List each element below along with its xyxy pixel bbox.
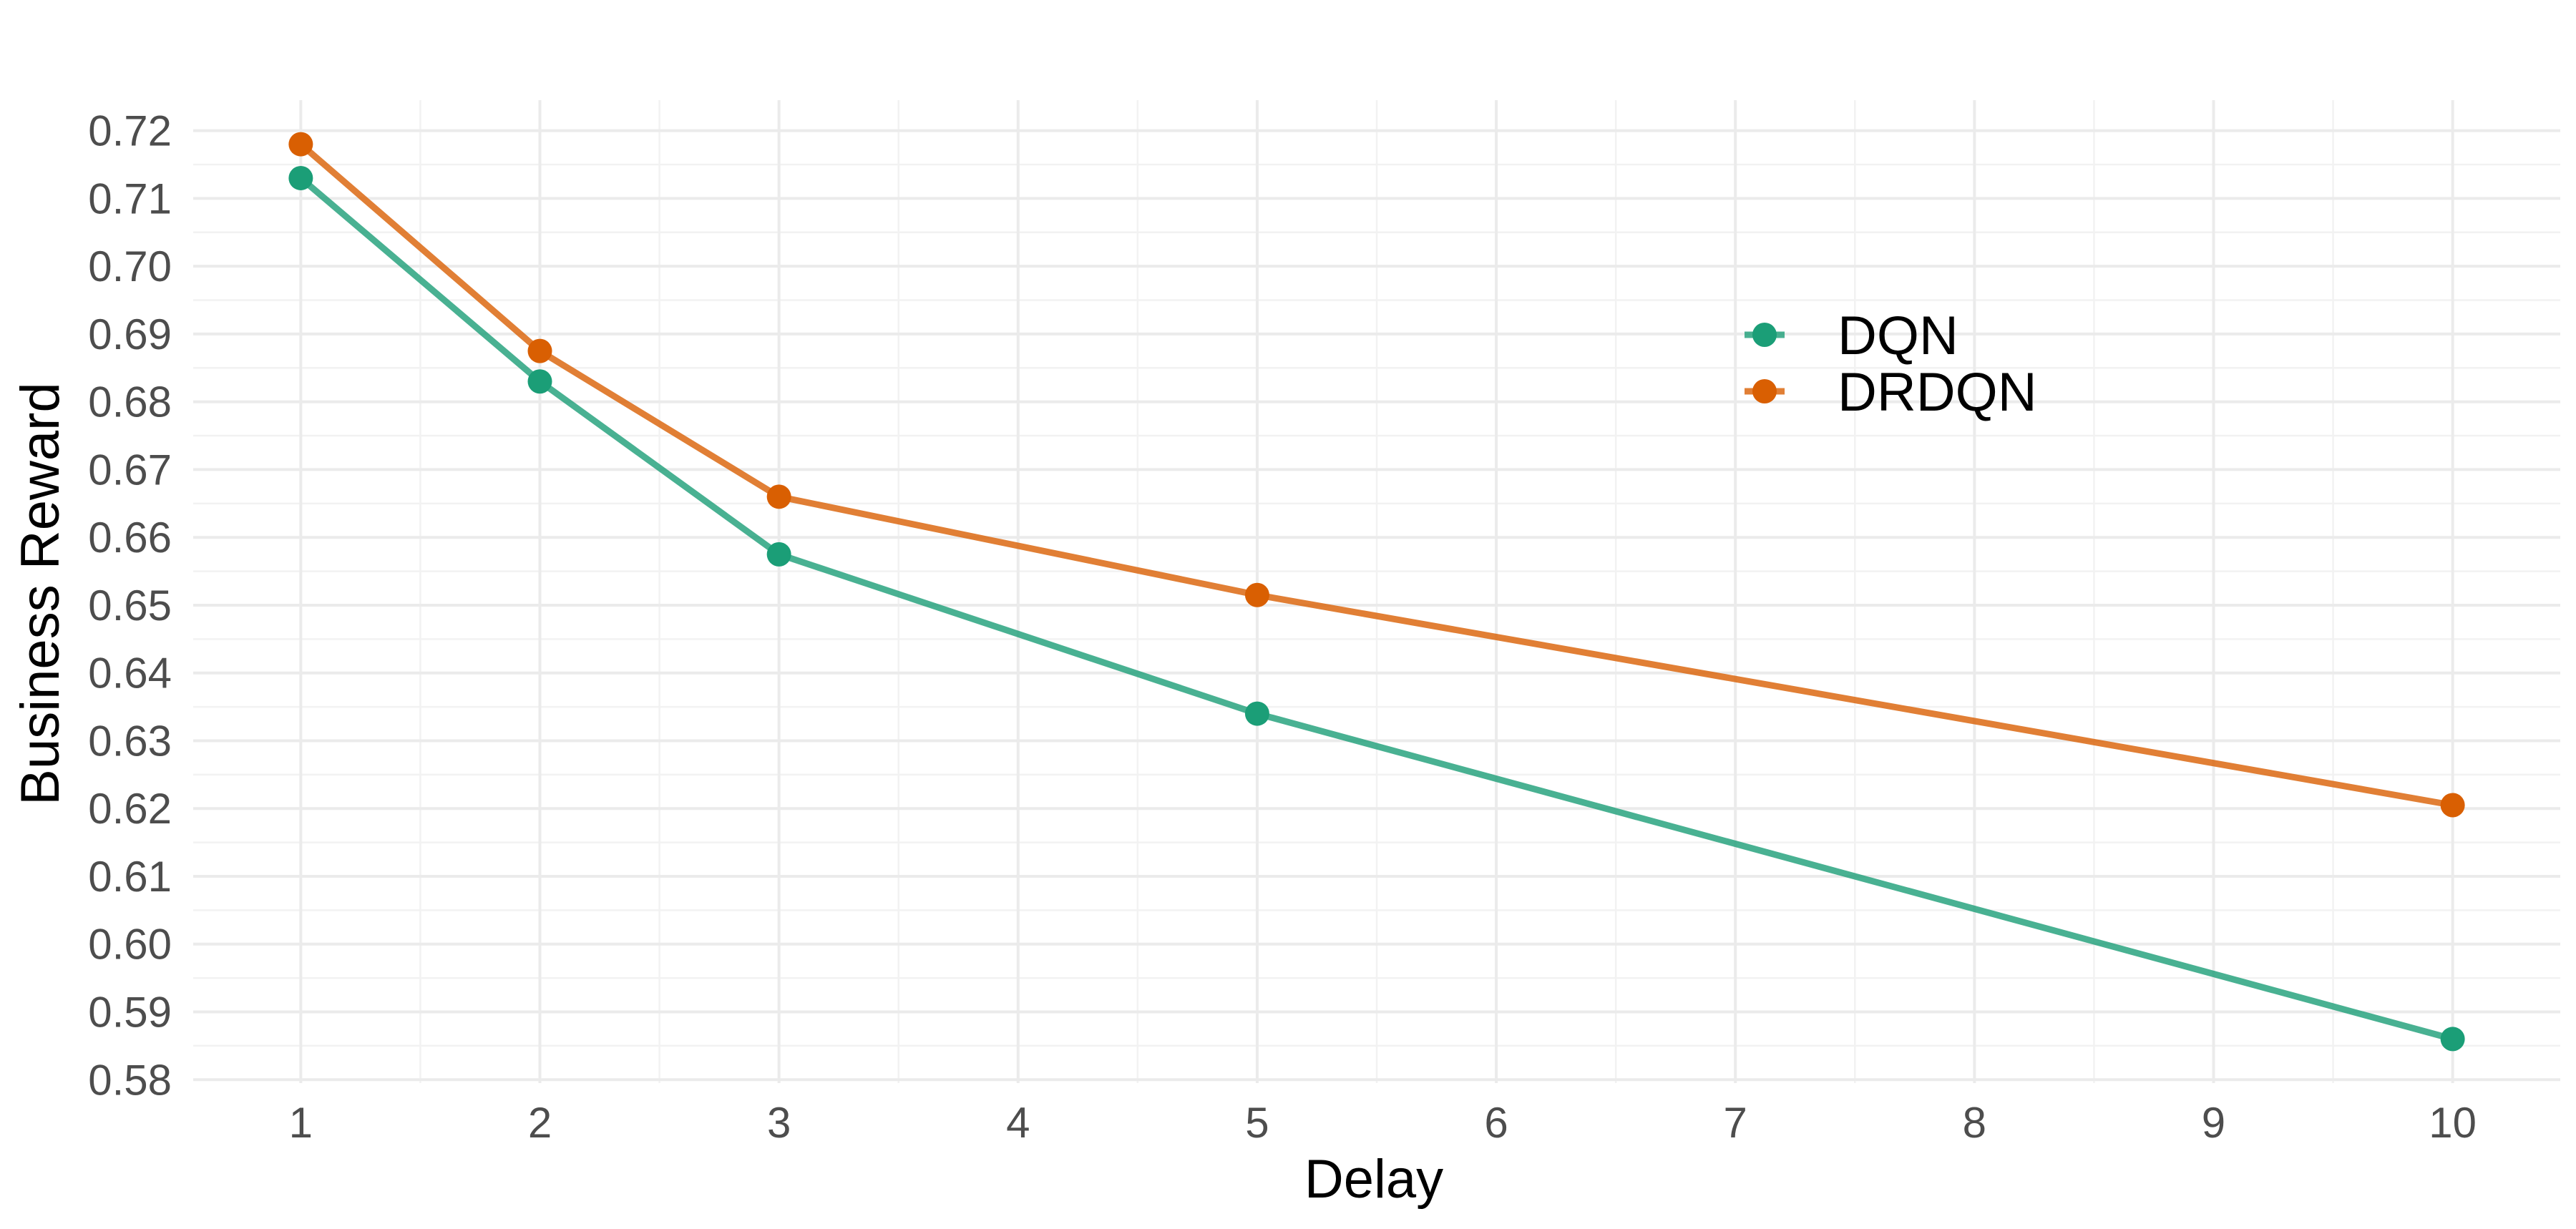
x-tick-label: 4 [1006,1099,1030,1147]
x-tick-label: 3 [767,1099,791,1147]
y-tick-label: 0.64 [88,650,172,697]
legend-label-drdqn: DRDQN [1838,362,2037,423]
x-tick-label: 7 [1724,1099,1747,1147]
x-tick-label: 8 [1963,1099,1986,1147]
y-tick-label: 0.60 [88,921,172,969]
y-tick-label: 0.71 [88,175,172,222]
legend-key-point-drdqn [1752,379,1777,403]
x-axis-tick-labels: 1 2 3 4 5 6 7 8 9 10 [289,1099,2477,1147]
y-tick-label: 0.58 [88,1056,172,1104]
data-point-dqn [288,165,313,190]
x-axis-title: Delay [1304,1149,1443,1210]
x-tick-label: 2 [528,1099,552,1147]
legend-key-point-dqn [1752,323,1777,347]
x-tick-label: 5 [1245,1099,1269,1147]
data-point-dqn [527,369,552,394]
y-tick-label: 0.67 [88,446,172,494]
y-tick-label: 0.68 [88,378,172,426]
x-tick-label: 10 [2429,1099,2477,1147]
x-tick-label: 1 [289,1099,313,1147]
data-point-drdqn [527,338,552,363]
y-tick-label: 0.70 [88,243,172,290]
x-tick-label: 6 [1484,1099,1508,1147]
x-tick-label: 9 [2202,1099,2225,1147]
y-axis-tick-labels: 0.58 0.59 0.60 0.61 0.62 0.63 0.64 0.65 0.66 0.67… [88,107,172,1105]
series-layer [288,132,2465,1052]
data-point-drdqn [1244,582,1269,607]
y-tick-label: 0.65 [88,582,172,630]
y-axis-title: Business Reward [10,382,71,805]
major-gridlines-x [299,100,2454,1083]
y-tick-label: 0.69 [88,310,172,358]
data-point-drdqn [2440,793,2465,818]
major-gridlines-y [193,129,2560,1082]
y-tick-label: 0.72 [88,107,172,155]
minor-gridlines-x [419,100,2334,1083]
data-point-drdqn [766,484,791,509]
y-tick-label: 0.61 [88,853,172,901]
data-point-drdqn [288,132,313,157]
y-tick-label: 0.66 [88,514,172,562]
data-point-dqn [2440,1027,2465,1052]
y-tick-label: 0.62 [88,785,172,833]
data-point-dqn [766,542,791,567]
data-point-dqn [1244,701,1269,726]
y-tick-label: 0.63 [88,717,172,765]
legend-label-dqn: DQN [1838,305,1958,366]
y-tick-label: 0.59 [88,989,172,1037]
